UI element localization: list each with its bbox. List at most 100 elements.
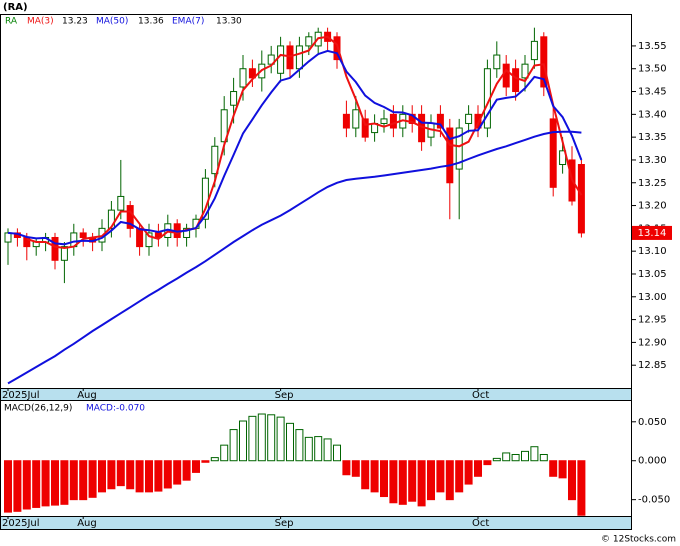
macd-bar — [295, 429, 304, 462]
macd-bar — [464, 460, 473, 485]
macd-bar — [4, 460, 12, 513]
macd-bar — [276, 416, 285, 462]
candle-body — [60, 246, 68, 261]
date-strip — [0, 516, 632, 530]
candle-body — [502, 63, 510, 88]
macd-bar — [163, 460, 172, 489]
price-tag — [632, 225, 672, 240]
x-tick-label: 2025Jul — [2, 518, 40, 529]
x-tick-label: Oct — [472, 518, 489, 529]
macd-bar — [539, 453, 548, 462]
candle-body — [389, 113, 397, 129]
macd-bar — [22, 460, 31, 510]
y-tick-label: 12.90 — [638, 337, 667, 348]
macd-bar — [126, 460, 135, 490]
macd-bar — [107, 460, 116, 490]
macd-bar — [41, 460, 50, 507]
legend-label: EMA(7) — [172, 17, 204, 27]
x-tick-label: Aug — [77, 390, 97, 401]
macd-bar — [135, 460, 144, 493]
macd-bar — [568, 460, 576, 501]
x-tick-label: 2025Jul — [2, 390, 40, 401]
macd-bar — [145, 460, 153, 493]
candle-body — [305, 36, 313, 47]
candle-body — [361, 118, 369, 138]
y-tick-label: -0.050 — [638, 495, 670, 506]
candle-body — [352, 109, 360, 129]
macd-title: MACD(26,12,9) — [4, 404, 72, 414]
macd-bar — [511, 453, 520, 462]
macd-bar — [98, 460, 106, 493]
line-series — [26, 35, 583, 250]
candle-body — [117, 195, 125, 211]
price-tag-label: 13.14 — [638, 228, 667, 239]
chart-title: (RA) — [3, 2, 28, 13]
macd-bar — [88, 460, 97, 498]
candle-body — [183, 227, 191, 238]
y-tick-label: 13.20 — [638, 201, 667, 212]
macd-bar — [361, 460, 370, 490]
candle-body — [333, 36, 341, 61]
candle-body — [521, 63, 529, 79]
macd-value: MACD:-0.070 — [86, 404, 145, 414]
y-tick-label: 13.50 — [638, 64, 667, 75]
candle-body — [436, 113, 444, 129]
macd-bar — [220, 444, 229, 462]
macd-bar — [323, 438, 332, 462]
macd-bar — [474, 460, 482, 477]
y-tick-label: 12.95 — [638, 315, 667, 326]
candle-body — [474, 113, 482, 129]
legend-value: 13.30 — [216, 17, 242, 27]
candle-body — [4, 232, 12, 243]
macd-bar — [229, 429, 238, 462]
macd-bar — [286, 422, 294, 462]
macd-bar — [210, 457, 219, 462]
macd-bar — [417, 460, 426, 507]
macd-bar — [427, 460, 435, 501]
macd-bar — [549, 460, 558, 477]
legend-label: MA(3) — [27, 17, 54, 27]
candle-body — [549, 118, 557, 188]
candle-body — [465, 113, 473, 124]
price-panel — [0, 14, 632, 389]
y-tick-label: 12.85 — [638, 360, 667, 371]
macd-bar — [116, 460, 125, 487]
line-series — [7, 130, 582, 385]
macd-bar — [370, 460, 379, 493]
legend-value: 13.36 — [138, 17, 164, 27]
macd-bar — [492, 457, 501, 462]
candle-body — [380, 118, 388, 124]
legend-value: 13.23 — [62, 17, 88, 27]
candle-body — [540, 36, 548, 88]
legend-label: MA(50) — [96, 17, 128, 27]
macd-bar — [267, 414, 276, 462]
macd-bar — [483, 460, 492, 466]
macd-bar — [436, 460, 445, 493]
candle-body — [230, 91, 238, 106]
y-tick-label: 13.40 — [638, 109, 667, 120]
macd-bar — [558, 460, 567, 479]
line-series — [7, 49, 583, 246]
macd-bar — [445, 460, 454, 501]
candle-body — [79, 232, 87, 238]
watermark: © 12Stocks.com — [601, 535, 676, 545]
macd-bar — [60, 460, 69, 505]
macd-bar — [314, 436, 323, 462]
macd-bar — [257, 413, 266, 462]
macd-bar — [577, 460, 586, 516]
candle-body — [136, 227, 144, 248]
y-tick-label: 13.35 — [638, 132, 667, 143]
macd-bar — [502, 452, 511, 462]
macd-bar — [398, 460, 407, 505]
macd-bar — [530, 446, 539, 462]
candle-body — [342, 113, 350, 129]
symbol: RA — [5, 17, 18, 27]
candle-body — [493, 54, 501, 70]
x-tick-label: Sep — [275, 390, 294, 401]
candle-body — [577, 164, 585, 234]
y-tick-label: 13.10 — [638, 246, 667, 257]
macd-bar — [521, 450, 529, 462]
macd-bar — [304, 436, 313, 462]
candle-body — [277, 45, 285, 74]
